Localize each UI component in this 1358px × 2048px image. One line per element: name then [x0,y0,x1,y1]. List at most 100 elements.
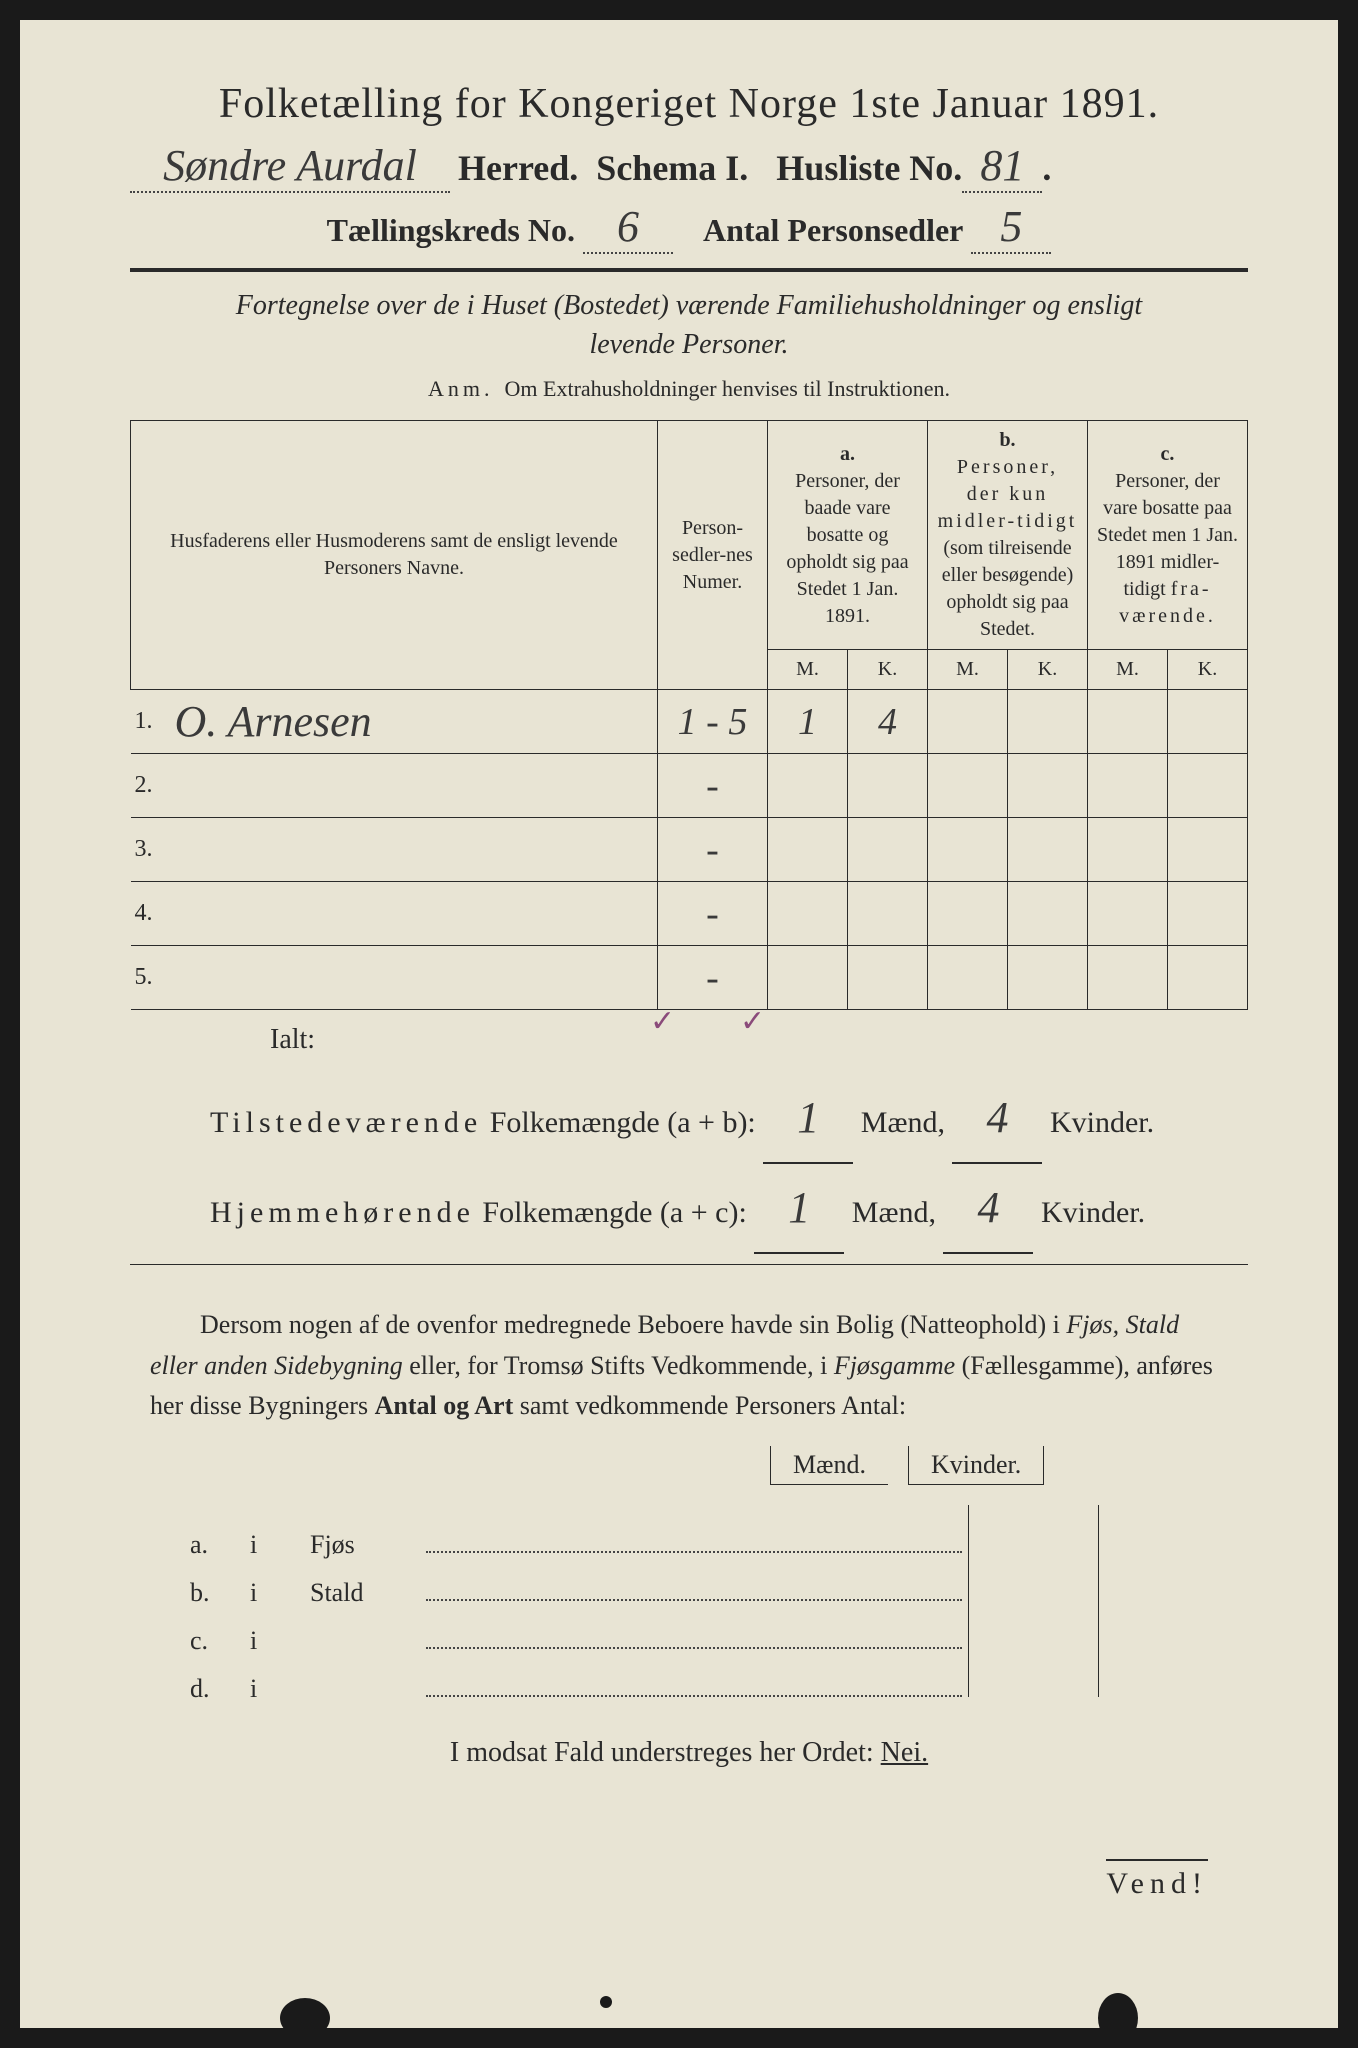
totals-line-1: Tilstedeværende Folkemængde (a + b): 1 M… [210,1074,1248,1164]
a-m-cell: 1 [768,690,848,754]
paragraph: Dersom nogen af de ovenfor medregnede Be… [150,1305,1228,1426]
c-k-cell [1168,946,1248,1010]
row-number: 4. [131,882,167,946]
side-m-cell [968,1601,1098,1649]
side-letter: a. [190,1530,250,1560]
name-cell: O. Arnesen [167,690,658,754]
side-row: c.i [190,1601,1228,1649]
row-number: 2. [131,754,167,818]
vend-label: Vend! [1106,1859,1208,1901]
side-letter: d. [190,1674,250,1704]
herred-label: Herred. [458,147,578,189]
subtitle: Fortegnelse over de i Huset (Bostedet) v… [190,286,1188,364]
name-cell [167,818,658,882]
c-k-cell [1168,882,1248,946]
b-k-cell [1008,818,1088,882]
side-k-cell [1098,1505,1228,1553]
side-m-cell [968,1505,1098,1553]
mk-header: Mænd. Kvinder. [770,1446,1248,1485]
b-k-cell [1008,754,1088,818]
a-m-cell [768,754,848,818]
husliste-no: 81 [962,140,1042,193]
page-damage [280,1998,330,2038]
side-letter: b. [190,1578,250,1608]
c-k-cell [1168,818,1248,882]
num-cell: - [658,946,768,1010]
antal-no: 5 [971,201,1051,254]
name-cell [167,754,658,818]
header-row-1: Søndre Aurdal Herred. Schema I. Husliste… [130,140,1248,193]
header-row-2: Tællingskreds No. 6 Antal Personsedler 5 [130,201,1248,254]
side-k-cell [1098,1649,1228,1697]
census-form-page: Folketælling for Kongeriget Norge 1ste J… [20,20,1338,2028]
col-c: c. Personer, der vare bosatte paa Stedet… [1088,421,1248,650]
col-b-k: K. [1008,650,1088,690]
a-k-cell [848,946,928,1010]
b-m-cell [928,882,1008,946]
anm-note: Anm. Om Extrahusholdninger henvises til … [130,376,1248,402]
row-number: 3. [131,818,167,882]
col-a-k: K. [848,650,928,690]
dotted-line [426,1647,962,1649]
kreds-label: Tællingskreds No. [327,212,575,248]
table-row: 1.O. Arnesen1 - 514 [131,690,1248,754]
dotted-line [426,1551,962,1553]
num-cell: 1 - 5 [658,690,768,754]
side-i: i [250,1578,310,1608]
c-m-cell [1088,946,1168,1010]
b-k-cell [1008,946,1088,1010]
kreds-no: 6 [583,201,673,254]
a-m-cell [768,818,848,882]
totals-line-2: Hjemmehørende Folkemængde (a + c): 1 Mæn… [210,1164,1248,1254]
name-cell [167,946,658,1010]
b-m-cell [928,946,1008,1010]
row-number: 5. [131,946,167,1010]
side-k-cell [1098,1553,1228,1601]
side-type: Fjøs [310,1530,420,1560]
c-m-cell [1088,818,1168,882]
side-i: i [250,1626,310,1656]
page-damage [1098,1993,1138,2043]
husliste-label: Husliste No. [776,147,962,189]
dotted-line [426,1599,962,1601]
schema-label: Schema I. [596,147,748,189]
num-cell: - [658,882,768,946]
c-m-cell [1088,754,1168,818]
check-mark-1: ✓ [650,1004,675,1039]
side-row: a.iFjøs [190,1505,1228,1553]
side-i: i [250,1674,310,1704]
b-k-cell [1008,882,1088,946]
side-m-cell [968,1649,1098,1697]
side-row: b.iStald [190,1553,1228,1601]
table-row: 2.- [131,754,1248,818]
col-name-header: Husfaderens eller Husmoderens samt de en… [131,421,658,690]
a-m-cell [768,946,848,1010]
c-k-cell [1168,690,1248,754]
col-c-m: M. [1088,650,1168,690]
b-k-cell [1008,690,1088,754]
b-m-cell [928,818,1008,882]
table-row: 4. - [131,882,1248,946]
a-k-cell [848,882,928,946]
col-num-header: Person-sedler-nes Numer. [658,421,768,690]
side-m-cell [968,1553,1098,1601]
a-k-cell [848,754,928,818]
divider-2 [130,1264,1248,1265]
nei-line: I modsat Fald understreges her Ordet: Ne… [130,1737,1248,1769]
table-row: 5. - [131,946,1248,1010]
name-cell [167,882,658,946]
b-m-cell [928,690,1008,754]
col-b: b. Personer, der kun midler-tidigt (som … [928,421,1088,650]
side-type: Stald [310,1578,420,1608]
divider [130,268,1248,272]
side-table-block: Mænd. Kvinder. a.iFjøsb.iStaldc.id.i [130,1446,1248,1697]
page-title: Folketælling for Kongeriget Norge 1ste J… [130,80,1248,128]
a-k-cell [848,818,928,882]
c-m-cell [1088,690,1168,754]
a-k-cell: 4 [848,690,928,754]
col-c-k: K. [1168,650,1248,690]
check-mark-2: ✓ [740,1004,765,1039]
col-a: a. Personer, der baade vare bosatte og o… [768,421,928,650]
page-damage [600,1996,612,2008]
col-b-m: M. [928,650,1008,690]
